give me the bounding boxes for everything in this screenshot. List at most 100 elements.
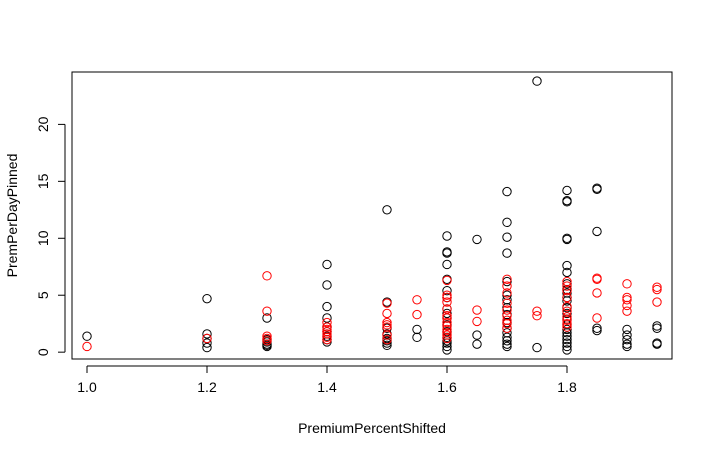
data-point [502, 276, 512, 287]
data-point [502, 341, 512, 352]
data-point [442, 297, 452, 307]
axes-layer: 1.0 1.2 1.4 1.6 1.8 0 5 10 15 20 [35, 116, 577, 395]
data-point [322, 259, 332, 270]
data-point [202, 342, 212, 353]
x-tick-label: 1.0 [77, 379, 97, 395]
data-point [562, 292, 572, 303]
data-point [562, 260, 572, 271]
data-point [502, 318, 512, 329]
data-point [472, 339, 482, 349]
data-point [562, 345, 572, 355]
data-point [592, 184, 602, 195]
data-point [622, 339, 632, 349]
data-point [652, 321, 662, 331]
data-point [592, 274, 602, 284]
data-point [562, 301, 572, 312]
data-point [322, 334, 332, 345]
data-point [652, 339, 662, 349]
data-point [382, 205, 392, 215]
data-point [382, 340, 392, 351]
data-point [502, 281, 512, 291]
data-point [442, 345, 452, 355]
data-point [262, 313, 272, 323]
points-layer [82, 76, 662, 355]
data-point [382, 320, 392, 330]
data-point [442, 311, 452, 321]
data-point [412, 295, 422, 305]
data-point [562, 308, 572, 319]
data-point [622, 334, 632, 345]
data-point [502, 288, 512, 298]
data-point [592, 313, 602, 323]
data-point [412, 332, 422, 343]
data-point [382, 298, 392, 308]
data-point [622, 295, 632, 305]
data-point [442, 308, 452, 319]
data-point [322, 332, 332, 343]
data-point [502, 332, 512, 343]
data-point [202, 338, 212, 348]
y-tick-label: 5 [35, 291, 51, 299]
data-point [532, 76, 542, 86]
data-point [472, 316, 482, 327]
data-point [442, 333, 452, 344]
data-point [652, 284, 662, 295]
data-point [82, 341, 92, 352]
data-point [472, 234, 482, 245]
data-point [472, 305, 482, 315]
data-point [202, 293, 212, 304]
data-point [622, 306, 632, 316]
data-point [442, 317, 452, 328]
data-point [382, 334, 392, 345]
data-point [472, 330, 482, 340]
data-point [562, 318, 572, 329]
data-point [322, 329, 332, 339]
data-point [502, 186, 512, 197]
y-tick-label: 15 [35, 173, 51, 189]
data-point [382, 308, 392, 319]
data-point [442, 324, 452, 335]
data-point [202, 329, 212, 339]
data-point [562, 322, 572, 332]
data-point [592, 323, 602, 333]
y-tick-label: 0 [35, 348, 51, 356]
data-point [442, 285, 452, 296]
data-point [262, 306, 272, 316]
data-point [562, 296, 572, 306]
y-axis-label: PremPerDayPinned [4, 154, 20, 278]
data-point [562, 234, 572, 245]
data-point [562, 281, 572, 291]
data-point [562, 341, 572, 352]
data-point [202, 333, 212, 344]
data-point [622, 279, 632, 289]
data-point [562, 279, 572, 289]
data-point [322, 322, 332, 332]
data-point [502, 339, 512, 349]
data-point [652, 323, 662, 333]
data-point [562, 334, 572, 345]
data-point [532, 306, 542, 316]
data-point [562, 312, 572, 322]
data-point [442, 328, 452, 338]
data-point [502, 336, 512, 346]
data-point [562, 324, 572, 335]
data-point [442, 304, 452, 314]
data-point [262, 336, 272, 346]
data-point [532, 311, 542, 321]
data-point [562, 315, 572, 325]
x-tick-label: 1.4 [317, 379, 337, 395]
data-point [562, 285, 572, 296]
data-point [442, 231, 452, 241]
data-point [382, 317, 392, 328]
data-point [622, 324, 632, 335]
data-point [442, 330, 452, 340]
y-tick-label: 20 [35, 116, 51, 132]
x-tick-label: 1.6 [437, 379, 457, 395]
data-point [502, 298, 512, 308]
data-point [502, 248, 512, 258]
data-point [322, 313, 332, 323]
data-point [412, 309, 422, 320]
data-point [442, 259, 452, 270]
data-point [442, 292, 452, 303]
